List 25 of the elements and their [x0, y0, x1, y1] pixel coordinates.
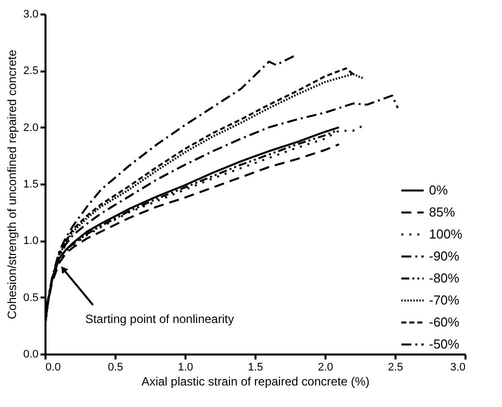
x-tick-label: 3.0	[450, 362, 466, 374]
x-tick-label: 0.0	[46, 362, 61, 374]
y-tick-label: 1.0	[23, 235, 38, 248]
legend-label: -70%	[429, 292, 460, 308]
y-tick-label: 0.5	[23, 292, 38, 304]
y-axis-title: Cohesion/strength of unconfined repaired concrete	[5, 49, 20, 320]
y-tick-label: 2.0	[23, 122, 38, 134]
x-tick-label: 1.0	[178, 362, 194, 374]
legend-label: -60%	[429, 314, 460, 330]
y-tick-label: 1.5	[23, 178, 38, 190]
legend-label: 100%	[429, 226, 463, 242]
legend-label: 0%	[429, 182, 448, 198]
x-tick-label: 0.5	[108, 362, 124, 374]
y-tick-label: 3.0	[23, 8, 38, 20]
legend-label: -80%	[429, 270, 460, 286]
y-tick-label: 2.5	[23, 65, 38, 78]
legend-label: 85%	[429, 204, 456, 220]
legend-label: -50%	[429, 336, 460, 352]
x-tick-label: 2.0	[318, 362, 334, 374]
legend-label: -90%	[429, 248, 460, 264]
y-tick-label: 0.0	[23, 348, 38, 360]
x-tick-label: 1.5	[248, 362, 264, 374]
annotation: Starting point of nonlinearity	[85, 312, 234, 326]
x-tick-label: 2.5	[388, 362, 404, 374]
x-axis-title: Axial plastic strain of repaired concrete (%)	[141, 374, 370, 388]
